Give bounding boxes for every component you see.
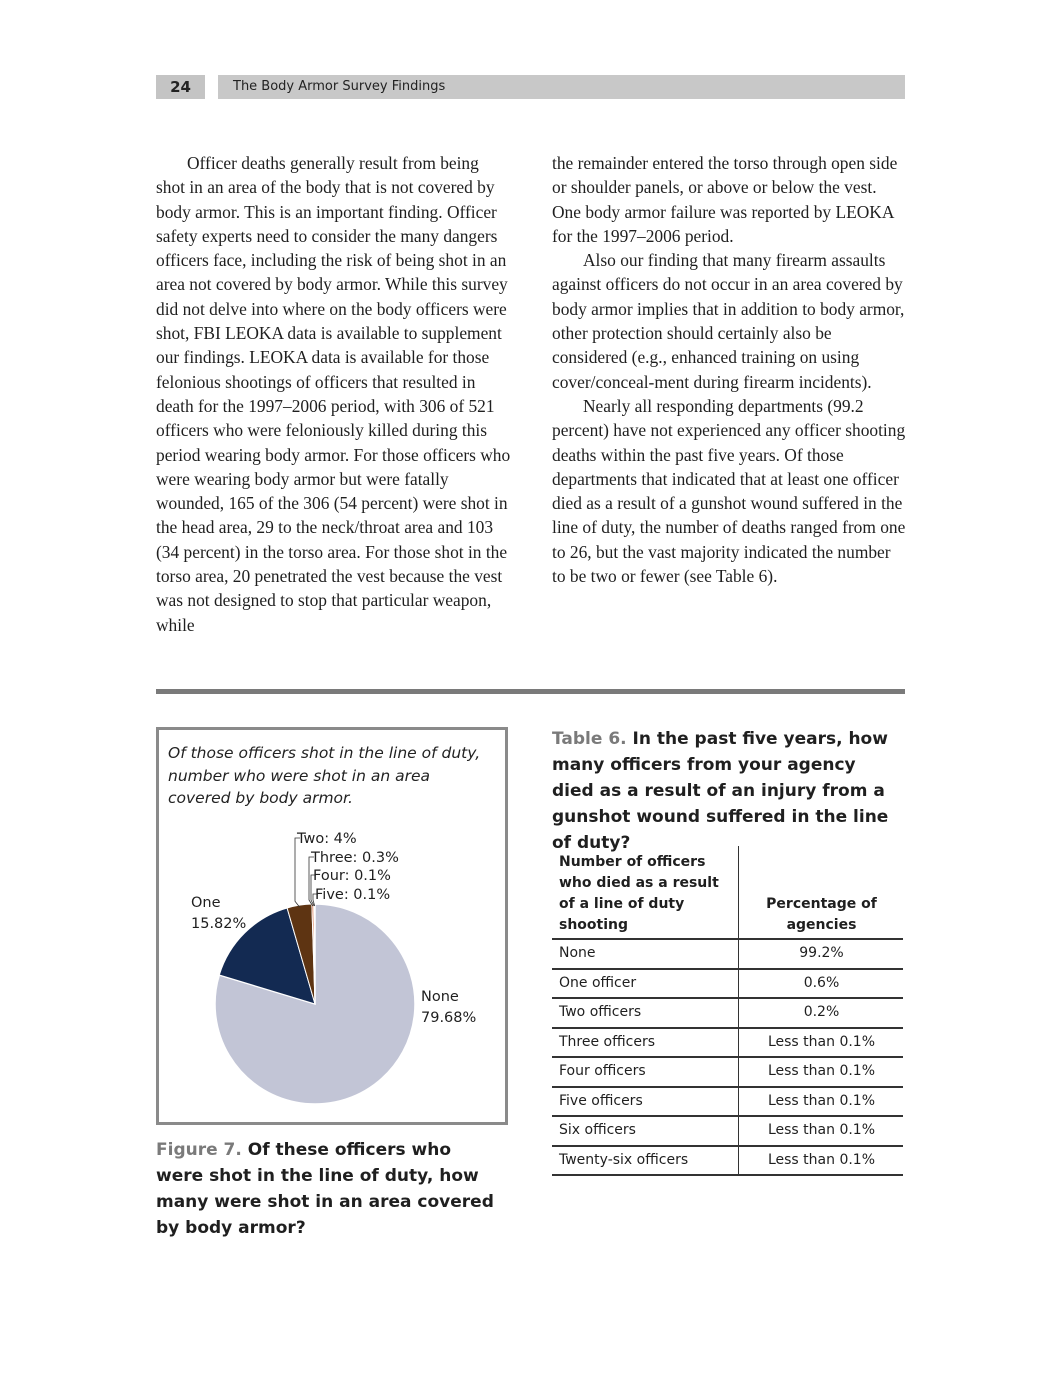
table-cell: 99.2% [738, 939, 903, 970]
table-caption: Table 6. In the past five years, how man… [552, 726, 902, 856]
running-header-title: The Body Armor Survey Findings [218, 75, 905, 99]
table-row: Four officers Less than 0.1% [552, 1057, 903, 1088]
table-cell: Four officers [552, 1057, 739, 1088]
pie-label-four: Four: 0.1% [313, 868, 391, 884]
pie-slice-one [218, 907, 316, 1005]
figure-caption: Figure 7. Of these officers who were sho… [156, 1137, 496, 1241]
table-cell: Less than 0.1% [738, 1027, 903, 1058]
pie-label-five: Five: 0.1% [315, 887, 390, 903]
figure-label: Figure 7. [156, 1140, 242, 1160]
body-paragraph: Nearly all responding departments (99.2 … [552, 395, 906, 587]
column-header: Number of officers who died as a result … [552, 846, 739, 940]
table-caption-text: In the past five years, how many officer… [552, 729, 889, 853]
table-row: None 99.2% [552, 939, 903, 970]
column-header: Percentage of agencies [738, 846, 903, 940]
table-row: Two officers 0.2% [552, 998, 903, 1029]
table-cell: Less than 0.1% [738, 1057, 903, 1088]
pie-leader-line [310, 874, 316, 907]
table-cell: 0.6% [738, 968, 903, 999]
pie-leader-line [294, 837, 301, 908]
table-header-row: Number of officers who died as a result … [552, 846, 903, 940]
pie-slice-five [313, 903, 316, 1005]
pie-leader-line [312, 893, 318, 907]
body-column-left: Officer deaths generally result from bei… [156, 151, 512, 637]
table-cell: Less than 0.1% [738, 1145, 903, 1176]
pie-leader-line [308, 856, 314, 907]
table-cell: None [552, 939, 739, 970]
table-cell: Less than 0.1% [738, 1086, 903, 1117]
table-cell: Two officers [552, 998, 739, 1029]
table-label: Table 6. [552, 729, 627, 749]
pie-label-three: Three: 0.3% [310, 850, 399, 866]
table-cell: 0.2% [738, 998, 903, 1029]
table-cell: Six officers [552, 1116, 739, 1147]
officer-deaths-table: Number of officers who died as a result … [552, 846, 903, 1176]
section-divider [156, 689, 905, 694]
table-row: Five officers Less than 0.1% [552, 1086, 903, 1117]
pie-label-two: Two: 4% [296, 831, 357, 847]
table-row: Twenty-six officers Less than 0.1% [552, 1145, 903, 1176]
table-cell: One officer [552, 968, 739, 999]
body-column-right: the remainder entered the torso through … [552, 151, 908, 588]
body-paragraph: Also our finding that many firearm assau… [552, 250, 905, 392]
pie-chart-figure: Of those officers shot in the line of du… [156, 727, 508, 1125]
pie-chart: None 79.68% One 15.82% Two: 4% Three: 0.3% Fou… [191, 831, 476, 1105]
body-paragraph: Officer deaths generally result from bei… [156, 153, 511, 635]
table-cell: Less than 0.1% [738, 1116, 903, 1147]
pie-label-none: None [421, 989, 459, 1005]
pie-label-none-pct: 79.68% [421, 1010, 476, 1026]
table-row: One officer 0.6% [552, 968, 903, 999]
table-cell: Five officers [552, 1086, 739, 1117]
table-row: Six officers Less than 0.1% [552, 1116, 903, 1147]
table-row: Three officers Less than 0.1% [552, 1027, 903, 1058]
body-paragraph: the remainder entered the torso through … [552, 153, 898, 246]
pie-label-one-pct: 15.82% [191, 916, 246, 932]
page-header: 24 The Body Armor Survey Findings [156, 75, 905, 99]
page-number: 24 [156, 75, 205, 99]
pie-label-one: One [191, 895, 221, 911]
table-cell: Three officers [552, 1027, 739, 1058]
figure-caption-text: Of these officers who were shot in the l… [156, 1140, 494, 1238]
chart-title: Of those officers shot in the line of du… [168, 744, 481, 807]
table-cell: Twenty-six officers [552, 1145, 739, 1176]
